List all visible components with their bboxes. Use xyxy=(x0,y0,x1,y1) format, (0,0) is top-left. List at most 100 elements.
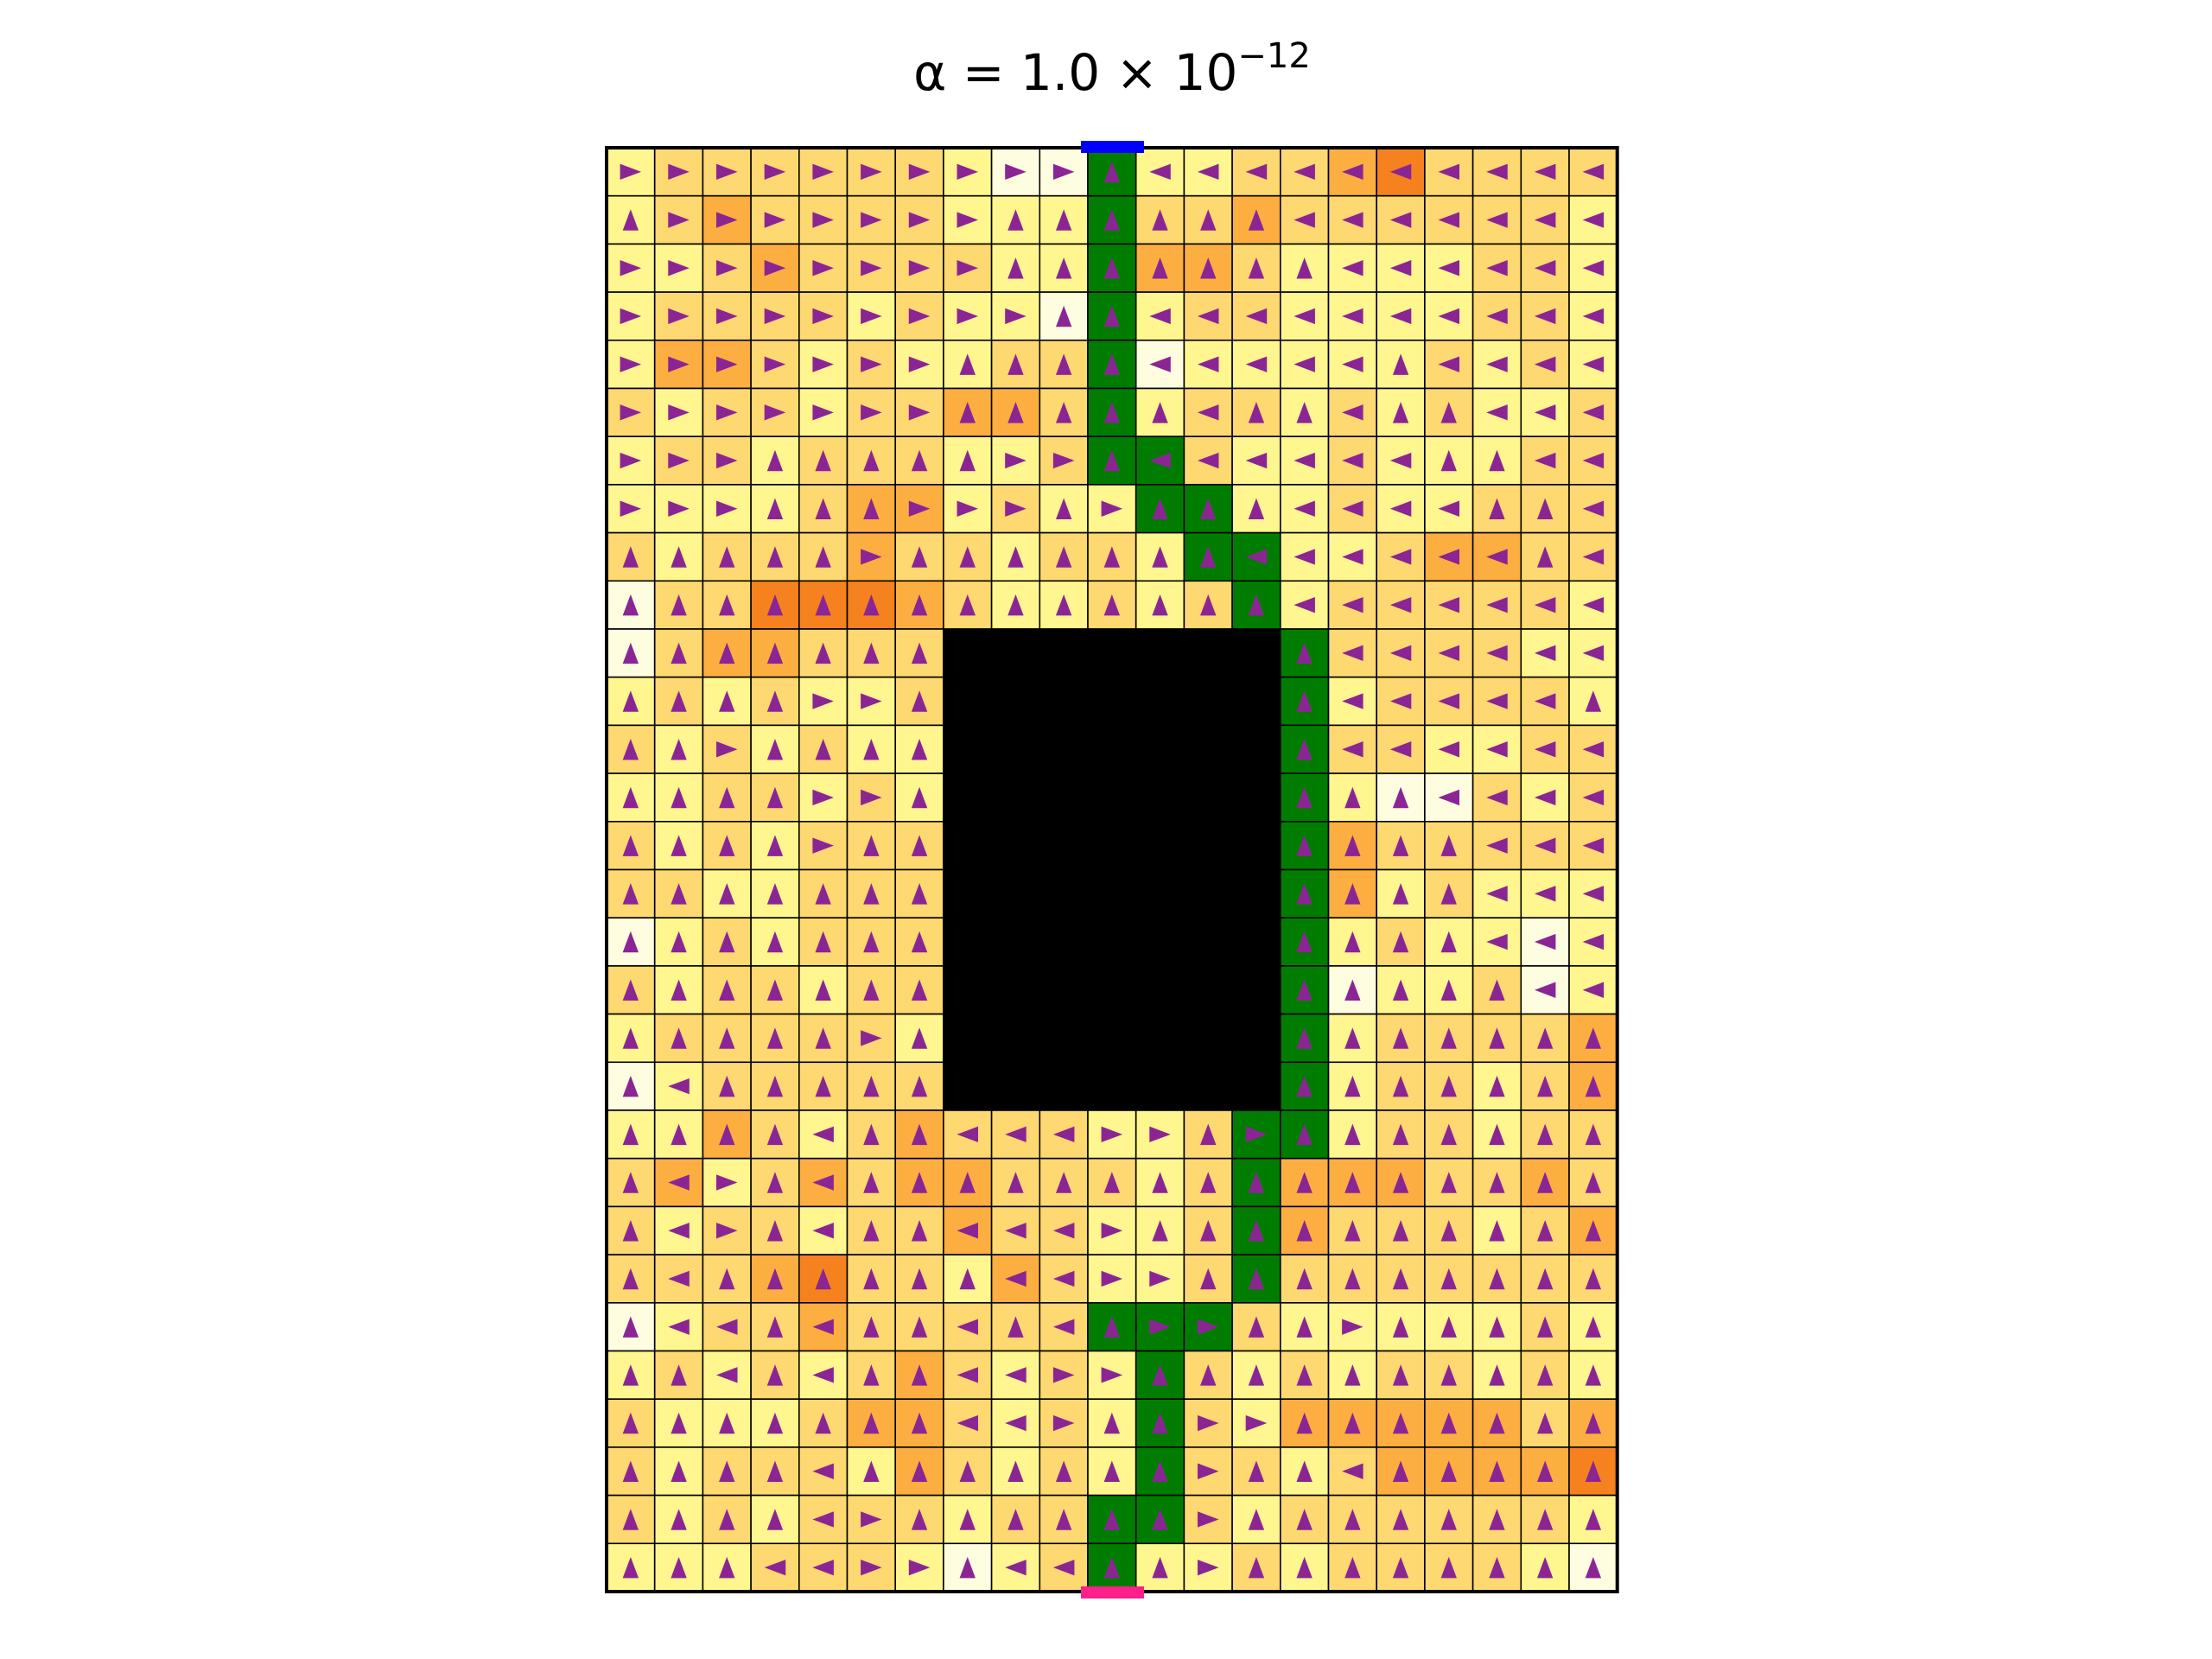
arrow xyxy=(1534,452,1556,469)
arrow xyxy=(1344,1123,1361,1146)
obstacle-cell xyxy=(1231,772,1281,823)
cell xyxy=(1135,580,1185,630)
arrow xyxy=(1245,356,1268,372)
arrow xyxy=(1055,498,1072,520)
arrow xyxy=(668,500,690,517)
arrow xyxy=(1438,163,1460,181)
arrow xyxy=(1344,1509,1361,1530)
arrow xyxy=(1389,308,1412,325)
arrow xyxy=(671,738,687,760)
arrow xyxy=(719,1268,735,1290)
arrow xyxy=(815,642,831,664)
arrow xyxy=(719,1027,735,1049)
arrow xyxy=(908,212,931,228)
arrow xyxy=(861,404,882,421)
arrow xyxy=(1294,212,1315,228)
cells xyxy=(606,147,1618,1592)
arrow xyxy=(1392,1556,1409,1579)
arrow xyxy=(1344,1556,1361,1579)
arrow xyxy=(668,1270,690,1287)
arrow xyxy=(1534,260,1556,276)
arrow xyxy=(1438,500,1460,517)
arrow xyxy=(1052,1223,1075,1239)
arrow xyxy=(861,789,882,806)
arrow xyxy=(1534,933,1556,950)
arrow xyxy=(1392,835,1409,856)
arrow xyxy=(1007,1509,1024,1530)
obstacle-cell xyxy=(1135,628,1185,678)
arrow xyxy=(1296,1268,1313,1290)
arrow xyxy=(1197,1319,1219,1335)
arrow xyxy=(1149,452,1171,469)
arrow xyxy=(1296,1172,1313,1193)
arrow xyxy=(908,404,931,421)
arrow xyxy=(863,979,880,1001)
arrow xyxy=(1152,594,1168,616)
arrow xyxy=(1342,500,1363,517)
arrow xyxy=(1296,979,1313,1001)
arrow xyxy=(863,931,880,953)
arrow xyxy=(1440,449,1457,472)
arrow xyxy=(1152,402,1168,423)
obstacle-cell xyxy=(943,868,993,919)
arrow xyxy=(1248,1556,1265,1579)
arrow xyxy=(622,594,639,616)
obstacle-cell xyxy=(1231,917,1281,967)
arrow xyxy=(1486,356,1508,372)
arrow xyxy=(1248,1268,1265,1290)
arrow xyxy=(1344,1172,1361,1193)
arrow xyxy=(668,1077,690,1095)
arrow xyxy=(1296,402,1313,423)
arrow xyxy=(911,1316,928,1338)
arrow xyxy=(861,693,882,709)
arrow xyxy=(1344,835,1361,856)
arrow xyxy=(622,546,639,568)
arrow xyxy=(1101,1126,1123,1143)
arrow xyxy=(957,308,979,325)
arrow xyxy=(1438,549,1460,565)
arrow xyxy=(1536,1027,1554,1049)
arrow xyxy=(1007,209,1024,231)
start-marker xyxy=(1081,141,1144,153)
arrow xyxy=(764,308,786,325)
arrow xyxy=(1055,209,1072,231)
arrow xyxy=(671,979,687,1001)
arrow xyxy=(908,163,931,181)
arrow xyxy=(812,1174,834,1191)
arrow xyxy=(1582,356,1605,372)
arrow xyxy=(1392,1075,1409,1097)
arrow xyxy=(1534,404,1556,421)
arrow xyxy=(1344,1268,1361,1290)
arrow xyxy=(620,404,642,421)
arrow xyxy=(911,979,928,1001)
arrow xyxy=(959,1268,976,1290)
arrow xyxy=(911,546,928,568)
obstacle-cell xyxy=(1231,1013,1281,1064)
arrow xyxy=(1103,1556,1121,1579)
arrow xyxy=(1534,212,1556,228)
arrow xyxy=(1585,1219,1602,1242)
obstacle-cell xyxy=(1087,724,1137,774)
arrow xyxy=(1392,1219,1409,1242)
arrow xyxy=(622,979,639,1001)
arrow xyxy=(1534,789,1556,806)
arrow xyxy=(1052,163,1075,181)
arrow xyxy=(1582,452,1605,469)
arrow xyxy=(715,308,738,325)
arrow xyxy=(1103,257,1121,279)
arrow xyxy=(766,642,784,664)
arrow xyxy=(1152,1219,1168,1242)
arrow xyxy=(715,452,738,469)
arrow xyxy=(1197,1414,1219,1432)
arrow xyxy=(1152,1460,1168,1483)
arrow xyxy=(1103,1509,1121,1530)
arrow xyxy=(911,786,928,809)
arrow xyxy=(1296,1556,1313,1579)
arrow xyxy=(1296,1027,1313,1049)
arrow xyxy=(1582,982,1605,998)
arrow xyxy=(1149,308,1171,325)
arrow xyxy=(1440,1123,1457,1146)
arrow xyxy=(766,931,784,953)
obstacle-cell xyxy=(990,628,1041,678)
arrow xyxy=(620,452,642,469)
